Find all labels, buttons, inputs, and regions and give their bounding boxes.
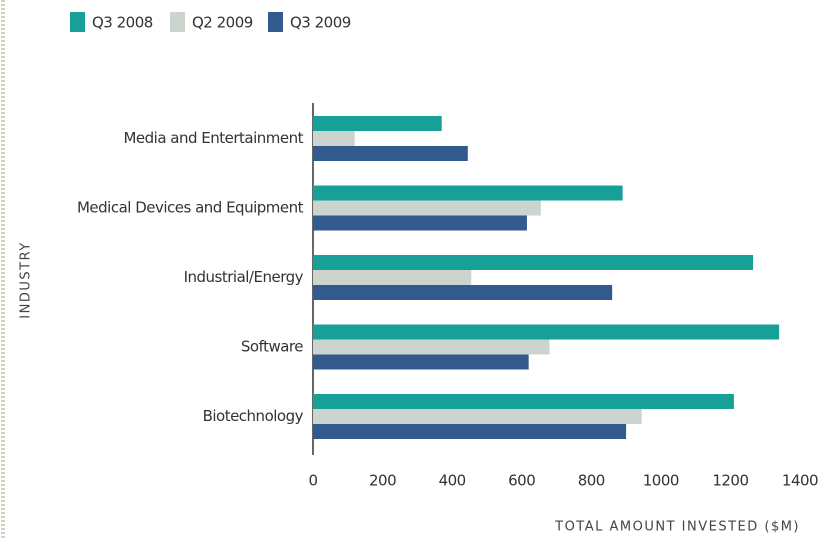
bar	[313, 409, 642, 424]
bar	[313, 339, 550, 355]
y-tick-label: Software	[241, 338, 303, 356]
bar	[313, 200, 541, 216]
legend-swatch	[170, 12, 185, 32]
y-tick-label: Medical Devices and Equipment	[77, 199, 304, 217]
bar	[313, 185, 623, 201]
bar	[313, 285, 613, 300]
legend-label: Q2 2009	[192, 14, 253, 32]
bar	[313, 424, 627, 439]
bar	[313, 394, 734, 409]
bar	[313, 270, 472, 285]
bar	[313, 255, 754, 270]
legend-label: Q3 2009	[290, 14, 351, 32]
bar	[313, 131, 355, 146]
y-axis-title: INDUSTRY	[19, 241, 34, 318]
y-tick-label: Media and Entertainment	[123, 129, 303, 147]
bar	[313, 324, 780, 340]
x-tick-label: 1000	[643, 472, 679, 490]
legend-swatch	[268, 12, 283, 32]
x-tick-label: 0	[308, 472, 317, 490]
legend-swatch	[70, 12, 85, 32]
legend-label: Q3 2008	[92, 14, 153, 32]
bar	[313, 215, 527, 231]
bar	[313, 354, 529, 370]
bar	[313, 116, 442, 131]
x-tick-label: 1400	[782, 472, 818, 490]
x-tick-label: 400	[439, 472, 466, 490]
x-axis-title: TOTAL AMOUNT INVESTED ($M)	[554, 520, 800, 535]
x-tick-label: 800	[578, 472, 605, 490]
x-tick-label: 600	[508, 472, 535, 490]
x-tick-label: 1200	[712, 472, 748, 490]
y-tick-label: Biotechnology	[203, 407, 304, 425]
x-tick-label: 200	[369, 472, 396, 490]
bar	[313, 146, 468, 161]
y-tick-label: Industrial/Energy	[184, 268, 304, 286]
